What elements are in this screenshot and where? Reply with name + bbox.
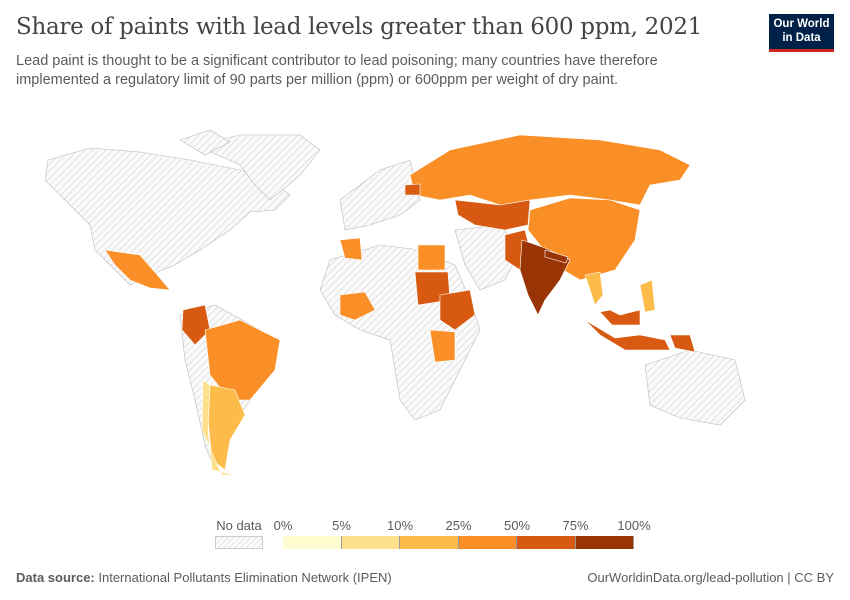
legend-swatch[interactable] xyxy=(283,536,342,549)
region-Ethiopia[interactable] xyxy=(439,289,476,331)
region-Tanzania[interactable] xyxy=(429,329,456,363)
logo-line-2: in Data xyxy=(782,32,821,44)
region-Malaysia[interactable] xyxy=(599,309,641,326)
world-map xyxy=(44,129,746,476)
logo-line-1: Our World xyxy=(773,18,830,30)
legend: No data 0% 5% 10% 25% 50% 75% 100% xyxy=(0,515,850,555)
australia xyxy=(644,349,746,426)
region-Egypt[interactable] xyxy=(417,244,446,271)
region-Chile[interactable] xyxy=(201,379,236,476)
region-Colombia[interactable] xyxy=(181,304,211,346)
legend-tick-label: 25% xyxy=(445,518,472,533)
source-label: Data source: xyxy=(16,570,95,585)
legend-no-data-swatch[interactable] xyxy=(215,536,263,549)
footer-url[interactable]: OurWorldinData.org/lead-pollution | CC B… xyxy=(587,570,834,585)
chart-subtitle: Lead paint is thought to be a significan… xyxy=(16,53,658,88)
africa-rest xyxy=(319,244,481,421)
footer-source: Data source: International Pollutants El… xyxy=(16,570,392,585)
region-Russia[interactable] xyxy=(409,134,691,206)
europe xyxy=(339,159,421,231)
legend-tick-label: 100% xyxy=(617,518,651,533)
region-Kazakhstan[interactable] xyxy=(454,199,531,231)
legend-tick-label: 75% xyxy=(562,518,589,533)
region-Algeria[interactable] xyxy=(339,237,363,261)
legend-tick-label: 5% xyxy=(332,518,351,533)
source-text: International Pollutants Elimination Net… xyxy=(98,570,392,585)
region-Philippines[interactable] xyxy=(639,279,656,313)
canada-north xyxy=(179,129,231,156)
legend-no-data-label: No data xyxy=(216,518,262,533)
legend-swatch[interactable] xyxy=(575,536,634,549)
region-Indonesia[interactable] xyxy=(584,319,671,351)
region-Brazil[interactable] xyxy=(204,319,281,401)
legend-tick-label: 50% xyxy=(503,518,531,533)
data-regions xyxy=(104,134,696,476)
legend-swatch[interactable] xyxy=(400,536,459,549)
legend-tick-label: 10% xyxy=(386,518,414,533)
legend-swatch[interactable] xyxy=(341,536,400,549)
owid-logo[interactable]: Our World in Data xyxy=(769,14,834,52)
region-Nepal[interactable] xyxy=(544,249,569,264)
greenland xyxy=(194,134,321,201)
chart-title: Share of paints with lead levels greater… xyxy=(16,14,703,40)
region-Belarus[interactable] xyxy=(404,183,421,196)
region-Nigeria[interactable] xyxy=(339,291,376,321)
legend-swatch[interactable] xyxy=(458,536,517,549)
region-Argentina[interactable] xyxy=(207,384,246,471)
region-Thailand[interactable] xyxy=(584,271,604,306)
legend-swatch[interactable] xyxy=(517,536,576,549)
legend-tick-label: 0% xyxy=(273,518,293,533)
region-Papua-New-Guinea[interactable] xyxy=(669,334,696,353)
region-Mexico[interactable] xyxy=(104,249,171,291)
